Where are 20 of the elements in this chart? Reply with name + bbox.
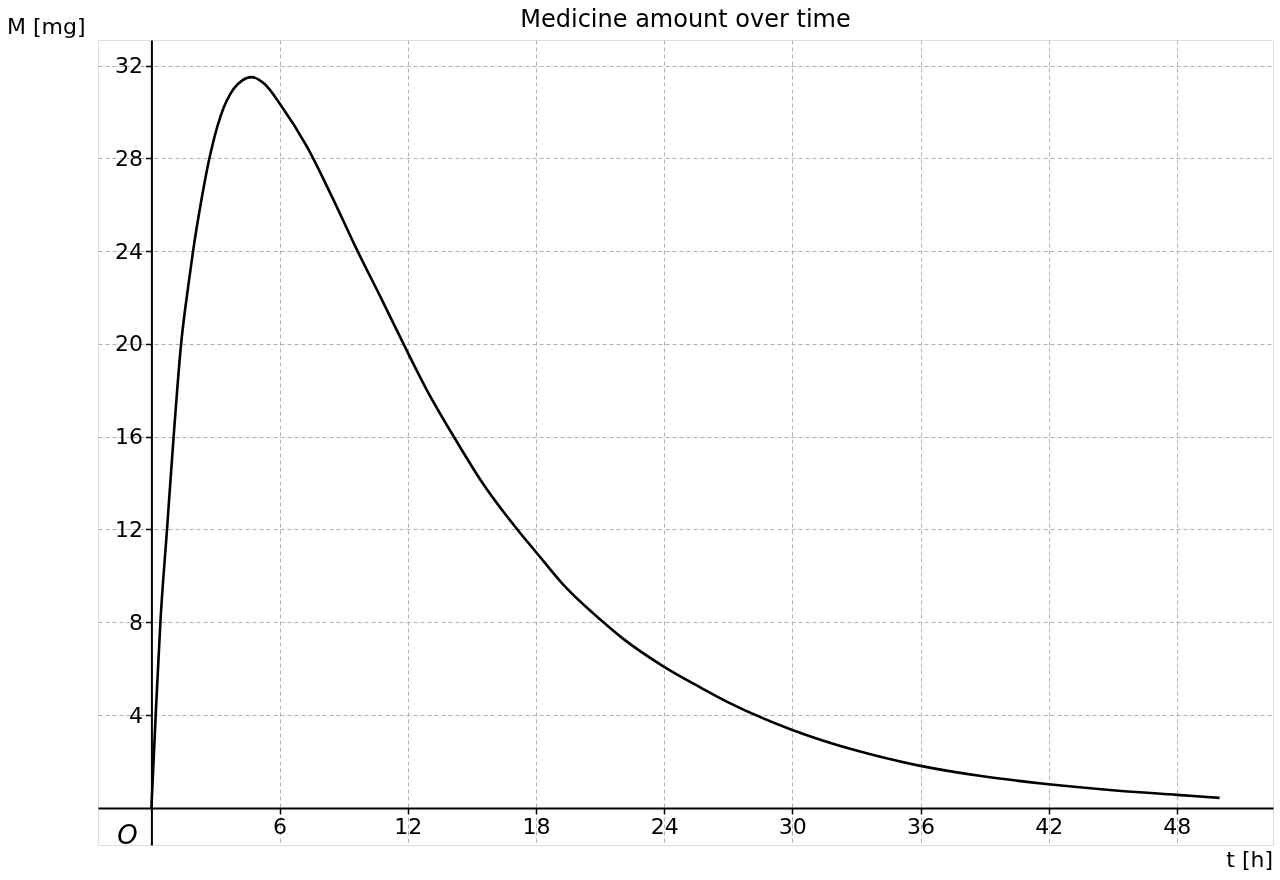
- chart-title: Medicine amount over time: [520, 5, 851, 33]
- y-tick-label: 32: [114, 53, 143, 79]
- x-tick-label: 36: [907, 814, 935, 840]
- x-tick-label: 18: [522, 814, 551, 840]
- y-axis-title: M [mg]: [7, 14, 86, 39]
- x-tick-label: 24: [650, 814, 679, 840]
- y-tick-label: 8: [128, 609, 143, 635]
- y-tick-label: 24: [114, 238, 143, 264]
- x-axis-title: t [h]: [1226, 847, 1273, 872]
- annotation: O: [117, 819, 138, 850]
- x-tick-label: 48: [1163, 814, 1192, 840]
- x-tick-label: 12: [394, 814, 423, 840]
- x-tick-label: 6: [273, 814, 288, 840]
- y-tick-label: 28: [114, 145, 143, 171]
- y-tick-label: 4: [128, 702, 143, 728]
- x-tick-label: 42: [1035, 814, 1064, 840]
- y-tick-label: 12: [114, 517, 143, 542]
- y-tick-label: 20: [114, 331, 143, 357]
- x-tick-label: 30: [778, 814, 807, 840]
- y-tick-label: 16: [114, 424, 143, 450]
